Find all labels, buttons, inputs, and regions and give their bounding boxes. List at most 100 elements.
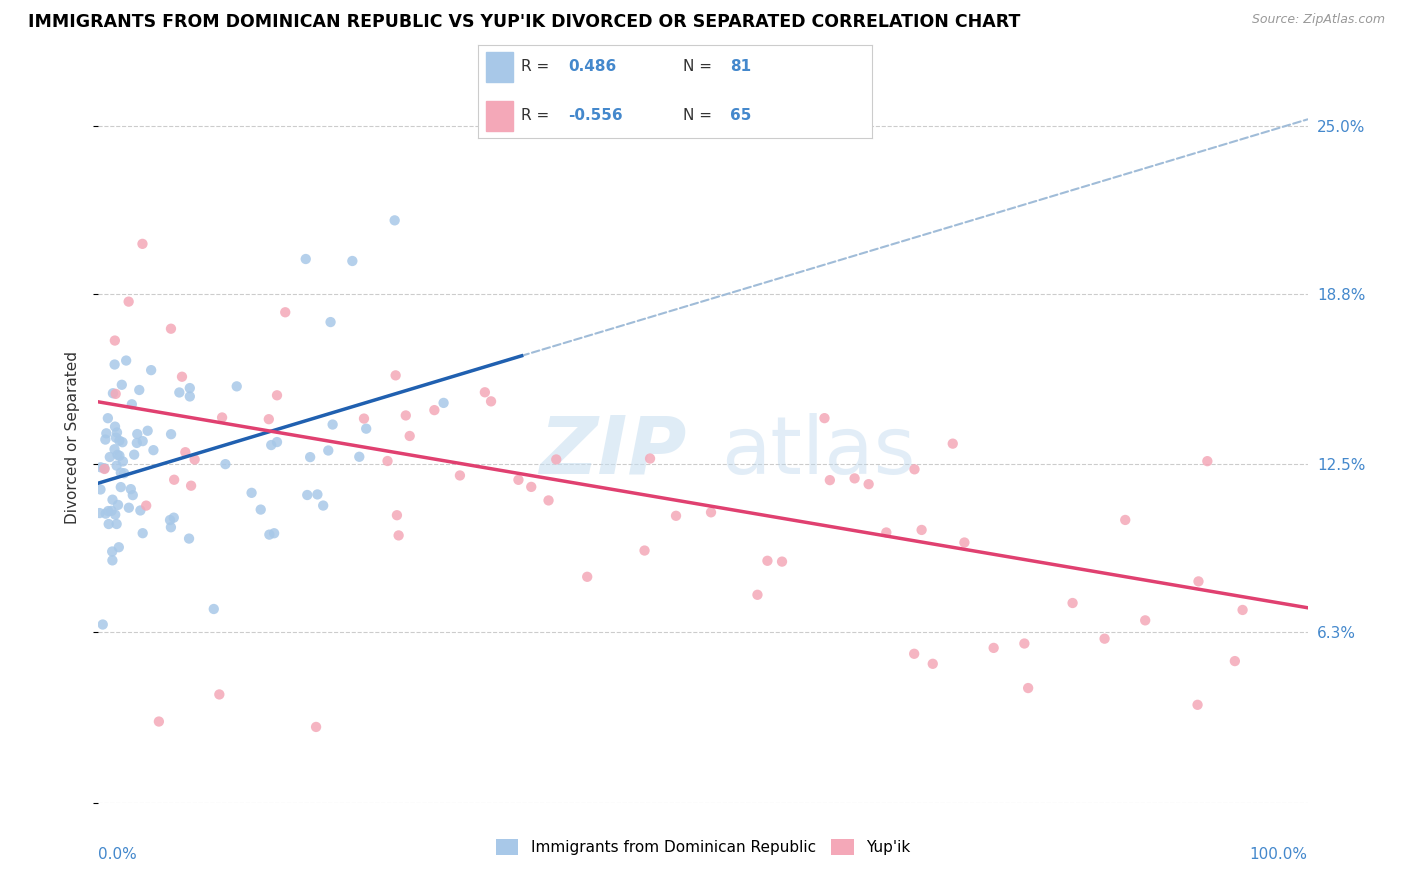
Point (91, 617, 114, 632)
Text: IMMIGRANTS FROM DOMINICAN REPUBLIC VS YUP'IK DIVORCED OR SEPARATED CORRELATION C: IMMIGRANTS FROM DOMINICAN REPUBLIC VS YU… (28, 13, 1021, 31)
Point (159, 513, 181, 527)
Point (163, 473, 186, 487)
Point (120, 482, 142, 496)
Point (112, 467, 135, 481)
Point (169, 385, 191, 400)
Point (398, 429, 420, 443)
Point (160, 322, 183, 336)
Point (118, 500, 141, 515)
Point (104, 419, 127, 434)
Point (474, 385, 496, 400)
Point (104, 387, 127, 401)
Point (756, 554, 779, 568)
Text: 0.0%: 0.0% (98, 847, 138, 862)
Point (111, 377, 134, 392)
Point (202, 602, 225, 616)
Point (183, 452, 205, 467)
Point (131, 434, 153, 449)
Point (638, 451, 661, 466)
Point (121, 488, 143, 502)
Text: N =: N = (683, 108, 711, 123)
Point (747, 588, 769, 602)
Y-axis label: Divorced or Separated: Divorced or Separated (65, 351, 80, 524)
Point (104, 358, 127, 372)
Point (1114, 513, 1136, 527)
Point (299, 450, 322, 464)
Point (349, 450, 371, 464)
Point (322, 417, 344, 432)
Point (546, 452, 568, 467)
Point (148, 714, 170, 729)
Point (89, 483, 111, 497)
Point (211, 410, 233, 425)
Point (294, 252, 316, 266)
Point (225, 379, 247, 393)
Point (97, 411, 120, 425)
Point (903, 647, 925, 661)
Text: Source: ZipAtlas.com: Source: ZipAtlas.com (1251, 13, 1385, 27)
Point (953, 535, 976, 549)
Point (354, 422, 377, 436)
Point (297, 488, 319, 502)
Text: R =: R = (522, 59, 550, 74)
Text: 100.0%: 100.0% (1250, 847, 1308, 862)
Point (129, 503, 152, 517)
Point (101, 386, 124, 401)
Point (342, 254, 364, 268)
Point (94, 433, 117, 447)
Point (1017, 681, 1039, 695)
Point (520, 480, 543, 494)
Point (353, 411, 375, 425)
Point (98, 450, 121, 464)
Point (101, 553, 124, 567)
Point (274, 305, 297, 319)
Point (105, 425, 128, 440)
Point (1197, 454, 1219, 468)
Point (305, 720, 328, 734)
Point (633, 543, 655, 558)
Point (903, 462, 925, 476)
Point (1187, 574, 1209, 589)
Point (93, 461, 115, 475)
Point (665, 508, 688, 523)
Point (142, 443, 165, 458)
Point (108, 540, 131, 554)
Point (384, 213, 406, 227)
Point (240, 486, 263, 500)
Point (122, 448, 145, 462)
Point (104, 431, 127, 445)
Point (1232, 603, 1254, 617)
Point (858, 477, 880, 491)
Point (983, 640, 1005, 655)
Point (94, 507, 117, 521)
Point (90, 460, 112, 475)
Point (105, 516, 128, 531)
Point (108, 434, 131, 448)
Point (96, 426, 118, 441)
Point (388, 528, 411, 542)
Point (377, 454, 399, 468)
Point (1135, 613, 1157, 627)
Point (423, 403, 446, 417)
Text: 0.486: 0.486 (568, 59, 617, 74)
Point (110, 466, 132, 480)
Point (576, 570, 599, 584)
Point (174, 445, 197, 459)
Point (104, 508, 127, 522)
Point (263, 526, 285, 541)
Point (818, 473, 841, 487)
Point (170, 369, 193, 384)
Point (180, 479, 202, 493)
Point (266, 388, 288, 402)
Point (312, 499, 335, 513)
Point (100, 504, 122, 518)
Point (107, 448, 129, 462)
Point (118, 294, 141, 309)
Text: -0.556: -0.556 (568, 108, 623, 123)
Point (1223, 654, 1246, 668)
Point (875, 525, 897, 540)
Point (1187, 698, 1209, 712)
Point (214, 457, 236, 471)
Point (508, 473, 530, 487)
Point (163, 510, 186, 524)
